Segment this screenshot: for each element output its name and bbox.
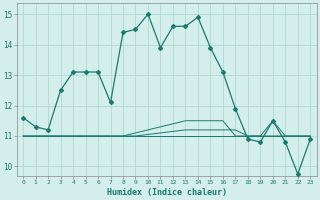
X-axis label: Humidex (Indice chaleur): Humidex (Indice chaleur) <box>107 188 227 197</box>
